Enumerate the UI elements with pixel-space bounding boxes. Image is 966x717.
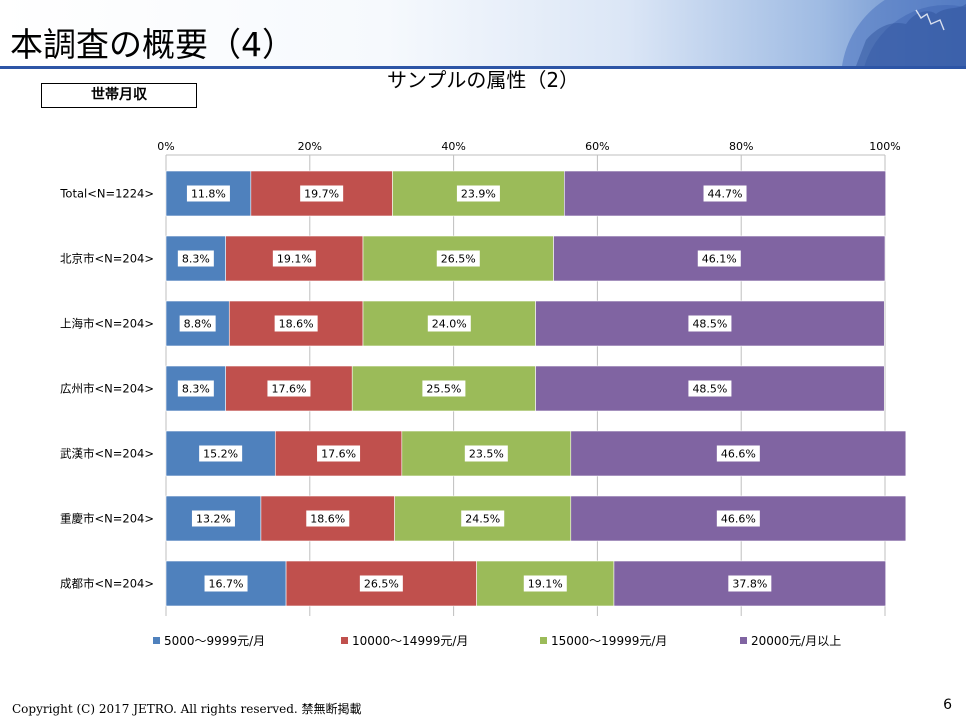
data-label: 46.6% xyxy=(721,448,756,461)
data-label-box xyxy=(436,250,480,267)
legend-label: 15000～19999元/月 xyxy=(551,634,667,648)
data-label: 19.7% xyxy=(304,188,339,201)
x-tick-label: 20% xyxy=(298,140,322,153)
data-label: 15.2% xyxy=(203,448,238,461)
category-label: Total<N=1224> xyxy=(59,187,154,201)
data-label-box xyxy=(697,250,741,267)
data-label: 18.6% xyxy=(310,513,345,526)
x-tick-label: 60% xyxy=(585,140,609,153)
data-label: 13.2% xyxy=(196,513,231,526)
bar-segment xyxy=(165,300,230,347)
data-label-box xyxy=(204,575,248,592)
data-label-box xyxy=(716,445,760,462)
data-label-box xyxy=(274,315,318,332)
data-label-box xyxy=(359,575,403,592)
data-label-box xyxy=(456,185,500,202)
category-label: 成都市<N=204> xyxy=(60,577,154,591)
copyright-footer: Copyright (C) 2017 JETRO. All rights res… xyxy=(12,702,362,716)
data-label-box xyxy=(688,315,732,332)
data-label-box xyxy=(306,510,350,527)
data-label-box xyxy=(199,445,243,462)
data-label: 8.8% xyxy=(184,318,212,331)
legend-swatch xyxy=(540,637,547,644)
data-label-box xyxy=(728,575,772,592)
data-label-box xyxy=(464,445,508,462)
legend-swatch xyxy=(153,637,160,644)
data-label-box xyxy=(317,445,361,462)
data-label: 8.3% xyxy=(182,253,210,266)
category-label: 上海市<N=204> xyxy=(60,317,154,331)
x-tick-label: 0% xyxy=(157,140,174,153)
x-tick-label: 80% xyxy=(729,140,753,153)
data-label: 26.5% xyxy=(364,578,399,591)
page-number: 6 xyxy=(943,697,952,713)
legend-label: 10000～14999元/月 xyxy=(352,634,468,648)
legend-label: 20000元/月以上 xyxy=(751,634,841,648)
data-label-box xyxy=(272,250,316,267)
chart-subtitle: サンプルの属性（2） xyxy=(386,68,580,92)
data-label: 19.1% xyxy=(277,253,312,266)
data-label-box xyxy=(422,380,466,397)
bar-segment xyxy=(564,170,887,217)
data-label: 17.6% xyxy=(321,448,356,461)
data-label: 8.3% xyxy=(182,383,210,396)
data-label-box xyxy=(177,380,214,397)
data-label: 26.5% xyxy=(441,253,476,266)
data-label-box xyxy=(461,510,505,527)
section-label: 世帯月収 xyxy=(41,83,197,108)
data-label-box xyxy=(523,575,567,592)
data-label: 11.8% xyxy=(191,188,226,201)
data-label: 23.9% xyxy=(461,188,496,201)
data-label: 19.1% xyxy=(528,578,563,591)
data-label: 25.5% xyxy=(426,383,461,396)
legend-label: 5000～9999元/月 xyxy=(164,634,265,648)
category-label: 重慶市<N=204> xyxy=(60,512,154,526)
data-label: 48.5% xyxy=(692,383,727,396)
data-label-box xyxy=(179,315,216,332)
category-label: 広州市<N=204> xyxy=(60,382,154,396)
x-tick-label: 100% xyxy=(869,140,900,153)
legend-swatch xyxy=(740,637,747,644)
data-label: 37.8% xyxy=(732,578,767,591)
data-label: 44.7% xyxy=(708,188,743,201)
data-label-box xyxy=(427,315,471,332)
data-label-box xyxy=(300,185,344,202)
data-label-box xyxy=(688,380,732,397)
data-label-box xyxy=(267,380,311,397)
data-label: 24.0% xyxy=(432,318,467,331)
data-label: 46.6% xyxy=(721,513,756,526)
legend-swatch xyxy=(341,637,348,644)
data-label-box xyxy=(186,185,230,202)
data-label: 17.6% xyxy=(271,383,306,396)
data-label: 24.5% xyxy=(465,513,500,526)
data-label-box xyxy=(716,510,760,527)
x-tick-label: 40% xyxy=(441,140,465,153)
data-label: 48.5% xyxy=(692,318,727,331)
header-rule xyxy=(0,66,966,69)
data-label-box xyxy=(191,510,235,527)
category-label: 北京市<N=204> xyxy=(60,252,154,266)
data-label: 16.7% xyxy=(209,578,244,591)
header-band xyxy=(0,0,966,66)
globe-graphic xyxy=(842,0,966,66)
category-label: 武漢市<N=204> xyxy=(60,447,154,461)
data-label: 46.1% xyxy=(702,253,737,266)
data-label-box xyxy=(703,185,747,202)
data-label: 18.6% xyxy=(279,318,314,331)
data-label-box xyxy=(177,250,214,267)
slide-title: 本調査の概要（4） xyxy=(10,25,295,64)
data-label: 23.5% xyxy=(469,448,504,461)
